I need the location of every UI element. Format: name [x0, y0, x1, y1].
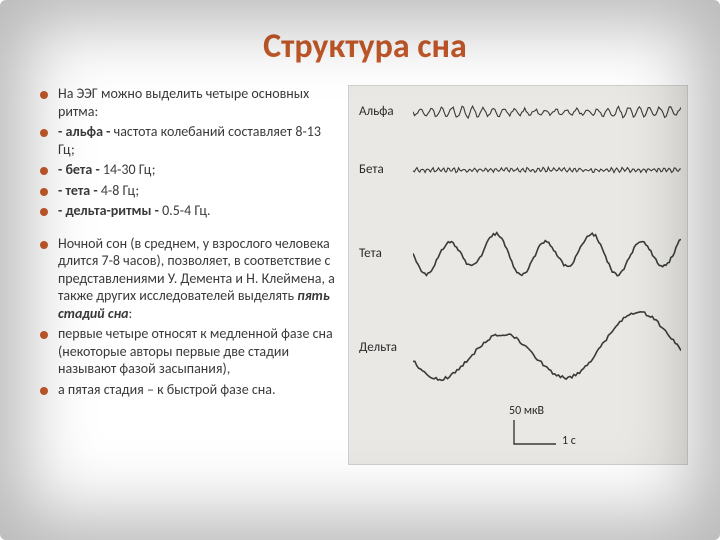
bullet-spacer	[40, 223, 340, 235]
list-item: - тета - 4-8 Гц;	[40, 182, 340, 200]
eeg-wave-label: Тета	[359, 246, 382, 261]
figure-column: Альфа Бета Тета Дельта 50 мкВ 1 с	[348, 85, 690, 465]
list-item: - альфа - частота колебаний составляет 8…	[40, 123, 340, 158]
list-item: Ночной сон (в среднем, у взрослого челов…	[40, 235, 340, 323]
list-item: - дельта-ритмы - 0.5-4 Гц.	[40, 202, 340, 220]
bullet-list: На ЭЭГ можно выделить четыре основных ри…	[40, 85, 340, 398]
scale-time-label: 1 с	[562, 434, 576, 448]
list-item: - бета - 14-30 Гц;	[40, 161, 340, 179]
eeg-wave-label: Альфа	[359, 104, 394, 119]
eeg-wave-theta	[413, 226, 681, 282]
eeg-wave-label: Дельта	[359, 340, 397, 355]
scale-amplitude-label: 50 мкВ	[509, 404, 544, 418]
page-title: Структура сна	[40, 26, 690, 67]
eeg-wave-beta	[413, 156, 681, 184]
list-item: а пятая стадия – к быстрой фазе сна.	[40, 381, 340, 399]
bullet-column: На ЭЭГ можно выделить четыре основных ри…	[40, 85, 340, 465]
eeg-wave-alpha	[413, 98, 681, 126]
eeg-figure: Альфа Бета Тета Дельта 50 мкВ 1 с	[348, 85, 688, 465]
slide: Структура сна На ЭЭГ можно выделить четы…	[0, 0, 720, 540]
list-item: первые четыре относят к медленной фазе с…	[40, 325, 340, 378]
list-item: На ЭЭГ можно выделить четыре основных ри…	[40, 85, 340, 120]
content-row: На ЭЭГ можно выделить четыре основных ри…	[40, 85, 690, 465]
eeg-wave-delta	[413, 308, 681, 388]
eeg-wave-label: Бета	[359, 162, 384, 177]
